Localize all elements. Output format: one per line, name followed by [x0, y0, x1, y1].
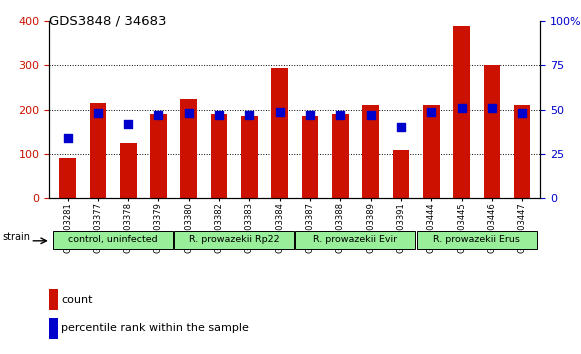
Bar: [53, 231, 173, 249]
Point: [184, 110, 193, 116]
Point: [457, 105, 466, 111]
Bar: [49, 318, 58, 338]
Text: GDS3848 / 34683: GDS3848 / 34683: [49, 14, 167, 27]
Text: control, uninfected: control, uninfected: [68, 235, 158, 244]
Text: percentile rank within the sample: percentile rank within the sample: [62, 323, 249, 333]
Bar: [302, 116, 318, 198]
Text: R. prowazekii Rp22: R. prowazekii Rp22: [189, 235, 279, 244]
Bar: [332, 114, 349, 198]
Point: [63, 135, 72, 141]
Bar: [174, 231, 294, 249]
Bar: [59, 159, 76, 198]
Point: [214, 112, 224, 118]
Point: [426, 109, 436, 114]
Bar: [296, 231, 415, 249]
Bar: [241, 116, 258, 198]
Bar: [453, 26, 470, 198]
Point: [306, 112, 315, 118]
Bar: [483, 65, 500, 198]
Point: [154, 112, 163, 118]
Bar: [49, 289, 58, 310]
Point: [245, 112, 254, 118]
Bar: [181, 99, 197, 198]
Bar: [120, 143, 137, 198]
Point: [518, 110, 527, 116]
Bar: [363, 105, 379, 198]
Bar: [514, 105, 530, 198]
Bar: [393, 149, 409, 198]
Bar: [271, 68, 288, 198]
Text: strain: strain: [3, 232, 31, 242]
Bar: [89, 103, 106, 198]
Bar: [423, 105, 440, 198]
Text: R. prowazekii Erus: R. prowazekii Erus: [433, 235, 520, 244]
Point: [396, 125, 406, 130]
Point: [93, 110, 102, 116]
Point: [275, 109, 284, 114]
Bar: [211, 114, 227, 198]
Bar: [417, 231, 537, 249]
Point: [487, 105, 497, 111]
Bar: [150, 114, 167, 198]
Point: [336, 112, 345, 118]
Text: count: count: [62, 295, 93, 305]
Point: [124, 121, 133, 127]
Text: R. prowazekii Evir: R. prowazekii Evir: [313, 235, 397, 244]
Point: [366, 112, 375, 118]
